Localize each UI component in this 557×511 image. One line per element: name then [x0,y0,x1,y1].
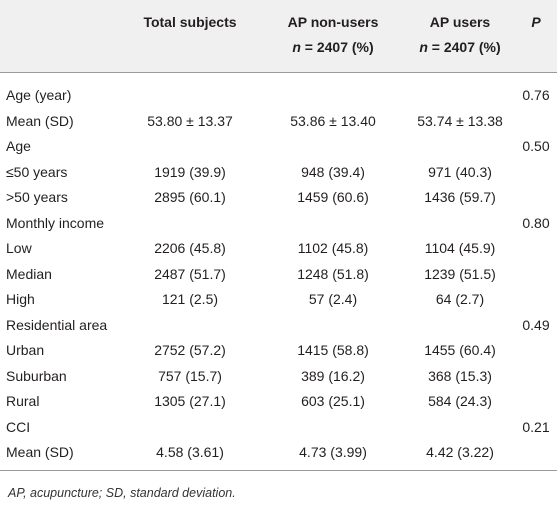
table-cell: 0.49 [522,316,550,333]
table-cell: 0.21 [522,418,550,435]
column-header: AP non-users [287,14,379,30]
sub-variable: n [419,39,428,55]
table-cell: 4.58 (3.61) [156,444,224,460]
table-cell: 1239 (51.5) [424,265,496,282]
bottom-rule [0,470,557,471]
table-cell: 2206 (45.8) [154,240,226,256]
table-cell: 57 (2.4) [308,291,358,307]
table-cell: 1415 (58.8) [297,342,369,358]
sub-variable: n [292,39,301,55]
column-header: P [531,14,541,30]
table-cell: 1436 (59.7) [424,189,496,205]
row-label: Mean (SD) [6,444,74,460]
header-rule [0,72,557,73]
table-cell: 2487 (51.7) [154,265,226,282]
table-cell: 0.50 [522,138,550,154]
table-cell: 1455 (60.4) [424,342,496,358]
table-cell: 757 (15.7) [158,367,222,384]
table-cell: 389 (16.2) [301,367,365,384]
column-header: Total subjects [143,14,237,30]
row-label: Monthly income [6,214,105,231]
header-background [0,0,557,72]
table-cell: 1305 (27.1) [154,393,226,409]
column-subheader: n = 2407 (%) [419,38,500,56]
table-cell: 64 (2.7) [435,291,485,307]
column-header: AP users [429,14,491,30]
column-subheader: n = 2407 (%) [292,38,373,56]
row-label: Urban [6,342,45,358]
table-cell: 368 (15.3) [428,367,492,384]
table-cell: 603 (25.1) [301,393,365,409]
table-cell: 53.86 ± 13.40 [290,112,376,129]
sub-text: = 2407 (%) [431,39,501,55]
table-cell: 121 (2.5) [161,291,219,307]
table-cell: 1102 (45.8) [297,240,369,256]
table-cell: 1248 (51.8) [297,265,369,282]
row-label: Low [6,240,32,256]
table-cell: 4.42 (3.22) [426,444,494,460]
row-label: >50 years [6,189,68,205]
table-cell: 584 (24.3) [428,393,492,409]
row-label: Age (year) [6,87,72,103]
row-label: CCI [6,418,31,435]
row-label: ≤50 years [6,163,68,180]
table-cell: 4.73 (3.99) [299,444,367,460]
table-cell: 53.74 ± 13.38 [417,112,503,129]
table-cell: 0.80 [522,214,550,231]
row-label: Suburban [6,367,67,384]
table-cell: 53.80 ± 13.37 [147,112,233,129]
row-label: Mean (SD) [6,112,74,129]
table-cell: 1919 (39.9) [154,163,226,180]
table-cell: 1459 (60.6) [297,189,369,205]
table-cell: 1104 (45.9) [424,240,496,256]
table-cell: 971 (40.3) [428,163,492,180]
sub-text: = 2407 (%) [304,39,374,55]
row-label: Residential area [6,316,108,333]
row-label: Median [6,265,52,282]
table-cell: 2895 (60.1) [154,189,226,205]
table-cell: 2752 (57.2) [154,342,226,358]
table-cell: 948 (39.4) [301,163,365,180]
table-cell: 0.76 [522,87,550,103]
row-label: Age [6,138,31,154]
footnote: AP, acupuncture; SD, standard deviation. [8,486,236,500]
row-label: High [6,291,35,307]
row-label: Rural [6,393,40,409]
